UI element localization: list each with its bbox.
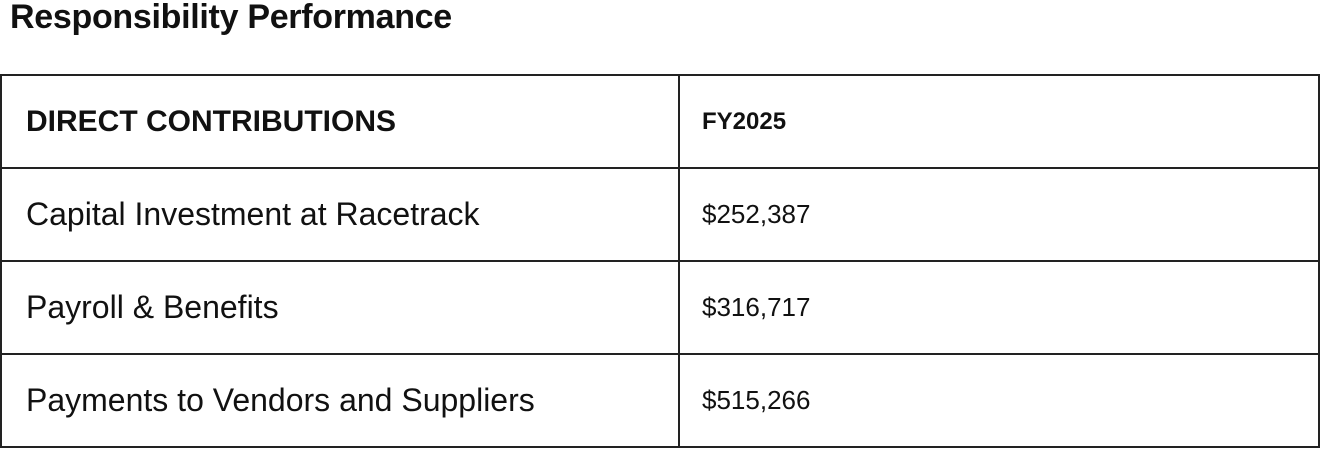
header-fy2025: FY2025 [678,74,1320,169]
table-row: Capital Investment at Racetrack $252,387 [0,167,1320,262]
header-direct-contributions: DIRECT CONTRIBUTIONS [0,74,680,169]
contributions-table: DIRECT CONTRIBUTIONS FY2025 Capital Inve… [0,74,1320,448]
row-value: $316,717 [678,260,1320,355]
row-label: Payments to Vendors and Suppliers [0,353,680,448]
row-value: $252,387 [678,167,1320,262]
page-title: Responsibility Performance [10,0,452,36]
table-row: Payments to Vendors and Suppliers $515,2… [0,353,1320,448]
row-label: Capital Investment at Racetrack [0,167,680,262]
row-value: $515,266 [678,353,1320,448]
table-row: Payroll & Benefits $316,717 [0,260,1320,355]
row-label: Payroll & Benefits [0,260,680,355]
table-header-row: DIRECT CONTRIBUTIONS FY2025 [0,74,1320,169]
